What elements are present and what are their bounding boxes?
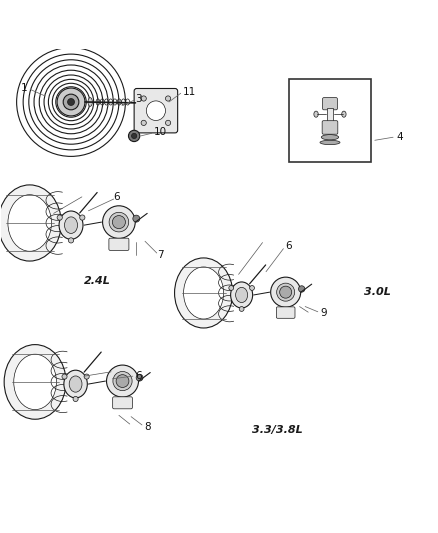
Ellipse shape [231, 282, 253, 308]
Circle shape [80, 215, 85, 220]
Bar [289, 79, 371, 162]
Text: 1: 1 [21, 83, 27, 93]
Circle shape [116, 375, 129, 387]
Ellipse shape [64, 217, 78, 233]
FancyBboxPatch shape [109, 238, 129, 251]
Ellipse shape [8, 195, 51, 251]
Ellipse shape [4, 345, 66, 419]
Circle shape [133, 215, 140, 222]
Text: 3: 3 [136, 94, 142, 104]
Circle shape [57, 215, 62, 220]
Ellipse shape [106, 365, 138, 397]
Text: 2.4L: 2.4L [84, 276, 110, 286]
Circle shape [280, 286, 292, 298]
Circle shape [113, 215, 125, 229]
Circle shape [166, 120, 171, 125]
Ellipse shape [314, 111, 318, 117]
Ellipse shape [59, 211, 83, 239]
Circle shape [239, 306, 244, 311]
Ellipse shape [184, 267, 224, 319]
Circle shape [62, 374, 67, 379]
Text: 10: 10 [154, 127, 167, 138]
Circle shape [141, 120, 146, 125]
FancyBboxPatch shape [113, 397, 132, 409]
Ellipse shape [236, 287, 247, 303]
Text: 11: 11 [183, 87, 196, 98]
Ellipse shape [0, 185, 61, 261]
Text: 3.0L: 3.0L [364, 287, 391, 297]
Text: 6: 6 [113, 192, 120, 202]
Text: 7: 7 [157, 250, 163, 260]
Bar [327, 108, 333, 123]
FancyBboxPatch shape [322, 98, 337, 110]
Circle shape [67, 99, 74, 106]
Ellipse shape [277, 283, 295, 301]
Circle shape [131, 133, 137, 139]
Circle shape [73, 397, 78, 401]
Ellipse shape [113, 372, 132, 391]
Circle shape [250, 286, 254, 290]
Ellipse shape [69, 376, 82, 392]
Circle shape [298, 286, 305, 292]
Text: 9: 9 [320, 308, 327, 318]
Ellipse shape [109, 212, 129, 232]
Text: 6: 6 [285, 241, 292, 252]
Ellipse shape [321, 135, 339, 140]
Circle shape [63, 94, 79, 110]
Ellipse shape [146, 101, 166, 120]
Circle shape [141, 96, 146, 101]
Text: 4: 4 [397, 132, 403, 142]
Ellipse shape [102, 206, 135, 238]
Circle shape [136, 374, 143, 381]
Ellipse shape [64, 370, 87, 398]
Text: 6: 6 [135, 371, 142, 381]
FancyBboxPatch shape [322, 120, 338, 134]
Ellipse shape [14, 354, 57, 410]
Ellipse shape [271, 277, 301, 307]
Text: 3.3/3.8L: 3.3/3.8L [252, 425, 303, 435]
Circle shape [84, 374, 89, 379]
Ellipse shape [88, 98, 92, 107]
Ellipse shape [342, 111, 346, 117]
Circle shape [166, 96, 171, 101]
Circle shape [229, 286, 233, 290]
FancyBboxPatch shape [276, 307, 295, 318]
Circle shape [57, 88, 85, 116]
FancyBboxPatch shape [134, 88, 178, 133]
Text: 8: 8 [144, 422, 151, 432]
Ellipse shape [320, 140, 340, 144]
Ellipse shape [175, 258, 233, 328]
Circle shape [128, 130, 140, 142]
Circle shape [68, 238, 74, 243]
